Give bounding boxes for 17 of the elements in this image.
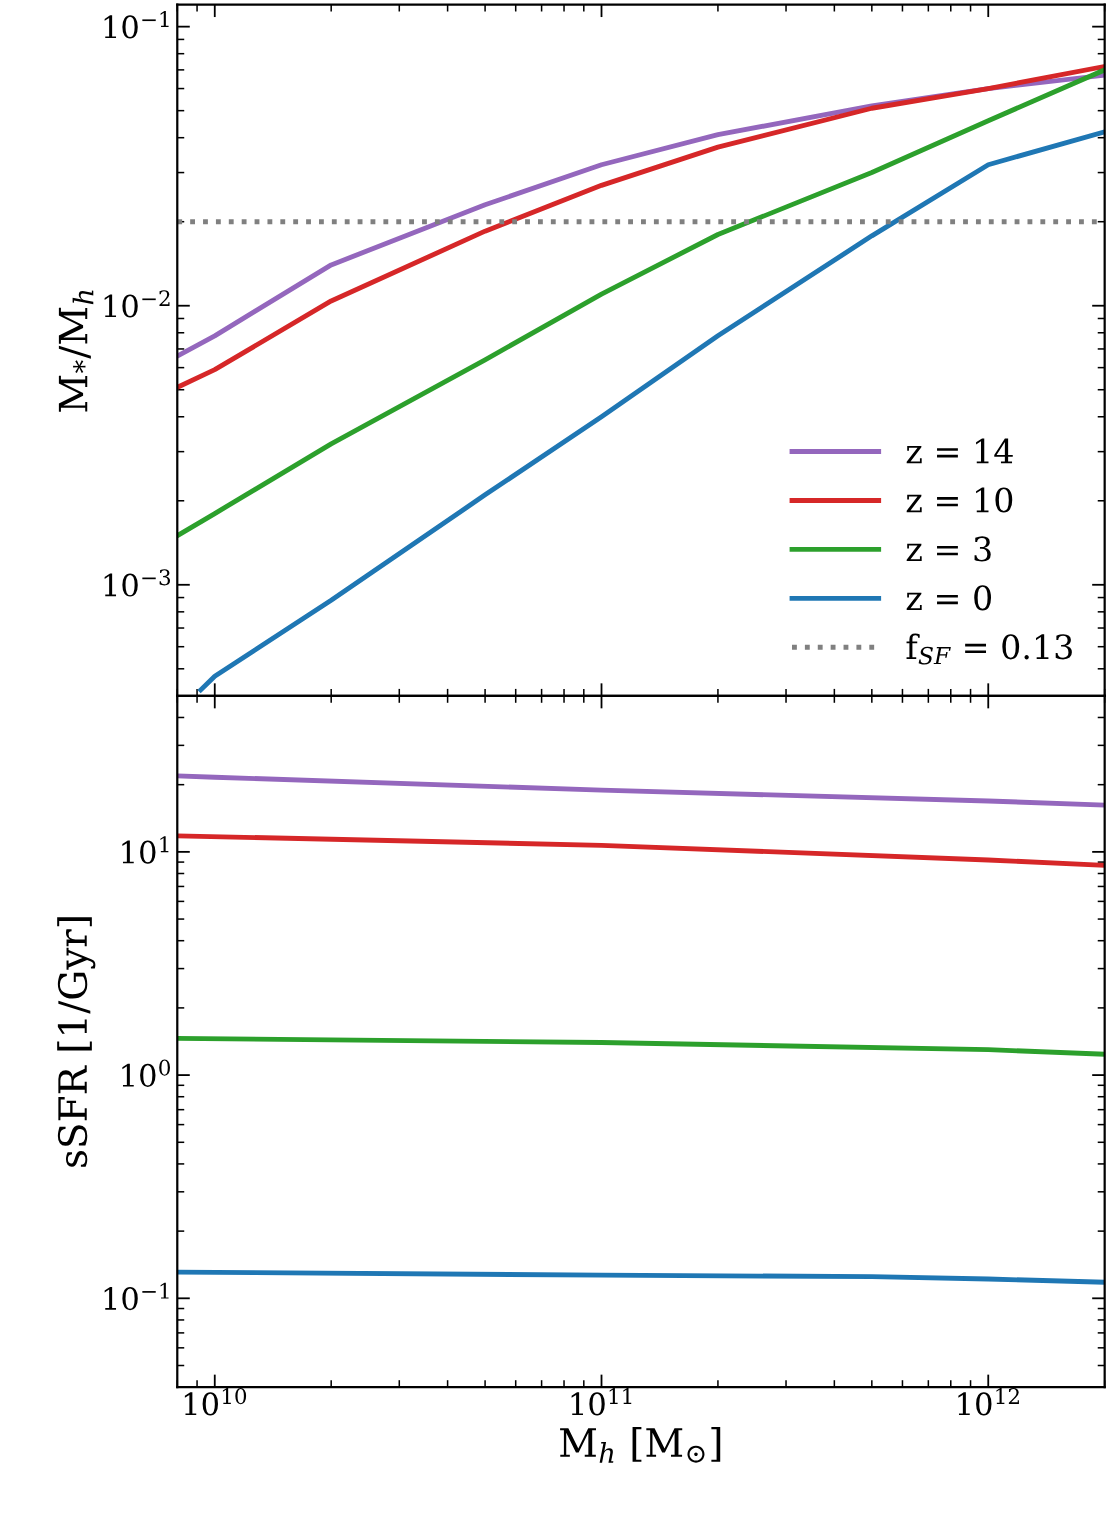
y-axis-title: sSFR [1/Gyr] xyxy=(57,917,96,1167)
x-tick-label: 10$^{12}$ xyxy=(958,1388,1019,1416)
y-tick-label: 10$^{−3}$ xyxy=(104,569,171,597)
legend-label: z = 3 xyxy=(906,536,991,562)
y-axis-title: M$_{*}$/M$_{h}$ xyxy=(58,290,94,412)
x-tick-label: 10$^{10}$ xyxy=(184,1388,247,1416)
y-tick-label: 10$^{−1}$ xyxy=(104,1282,169,1311)
x-tick-label: 10$^{11}$ xyxy=(571,1388,632,1416)
legend-label: z = 10 xyxy=(906,487,1013,513)
legend-label: z = 0 xyxy=(906,585,992,611)
y-tick-label: 10$^{0}$ xyxy=(122,1059,170,1087)
y-tick-label: 10$^{1}$ xyxy=(122,836,169,864)
y-tick-label: 10$^{−1}$ xyxy=(104,11,169,39)
y-tick-label: 10$^{−2}$ xyxy=(104,290,170,318)
legend-label: f$_{SF}$ = 0.13 xyxy=(906,633,1072,665)
legend-label: z = 14 xyxy=(906,438,1013,464)
x-axis-title: M$_{h}$ [M$_{⊙}$] xyxy=(560,1427,721,1463)
